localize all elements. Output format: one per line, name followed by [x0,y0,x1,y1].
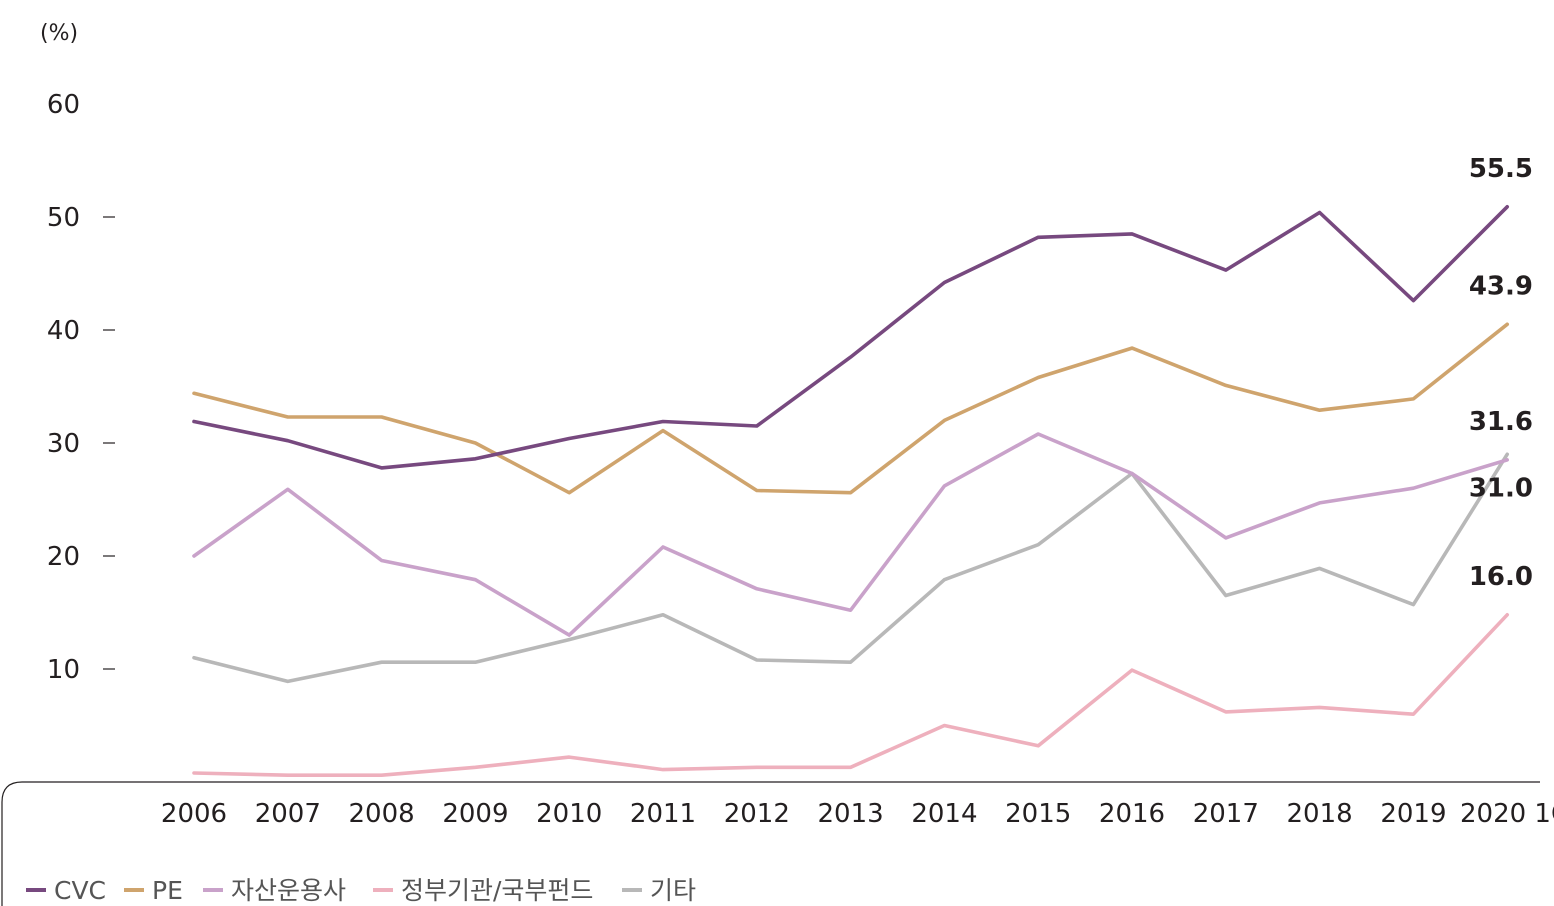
end-value-label: 16.0 [1469,562,1533,592]
x-tick-label: 2013 [818,799,884,829]
x-axis: 2006 2007 2008 2009 2010 2011 2012 2013 2014 2015… [161,799,1554,829]
x-tick-label: 2011 [630,799,696,829]
y-tick-label: 30 [47,429,80,459]
x-tick-label: 2010 [536,799,602,829]
plot-series [192,205,1509,777]
y-tick-label: 10 [47,655,80,685]
legend-label: 기타 [650,876,696,905]
y-tick-label: 50 [47,203,80,233]
legend: CVC PE 자산운용사 정부기관/국부펀드 기타 [26,876,696,905]
series-line-1 [192,322,1509,495]
end-value-label: 31.6 [1469,407,1533,437]
y-axis: 10 20 30 40 50 60 [47,90,115,685]
plot-frame [1,781,1540,906]
x-tick-label: 2009 [442,799,508,829]
series-line-3 [192,613,1509,777]
x-tick-label: 2018 [1287,799,1353,829]
legend-label: PE [152,876,183,905]
x-tick-label: 2015 [1005,799,1071,829]
x-tick-label: 2017 [1193,799,1259,829]
legend-label: 자산운용사 [231,876,346,905]
x-tick-label: 2007 [255,799,321,829]
x-tick-label: 2008 [349,799,415,829]
y-axis-unit-label: (%) [40,21,78,46]
series-line-4 [192,452,1509,684]
x-tick-label: 2020 1Q [1460,799,1554,829]
legend-label: 정부기관/국부펀드 [401,876,593,905]
x-tick-label: 2016 [1099,799,1165,829]
end-value-label: 55.5 [1469,154,1533,184]
x-tick-label: 2012 [724,799,790,829]
end-value-label: 31.0 [1469,473,1533,503]
y-tick-label: 20 [47,542,80,572]
end-value-label: 43.9 [1469,271,1533,301]
y-tick-label: 40 [47,316,80,346]
x-tick-label: 2019 [1380,799,1446,829]
series-line-0 [192,205,1509,470]
y-tick-label: 60 [47,90,80,120]
x-tick-label: 2006 [161,799,227,829]
end-value-labels: 55.5 43.9 31.6 16.0 31.0 [1469,154,1533,592]
x-tick-label: 2014 [911,799,977,829]
series-line-2 [192,432,1509,637]
legend-label: CVC [54,876,106,905]
